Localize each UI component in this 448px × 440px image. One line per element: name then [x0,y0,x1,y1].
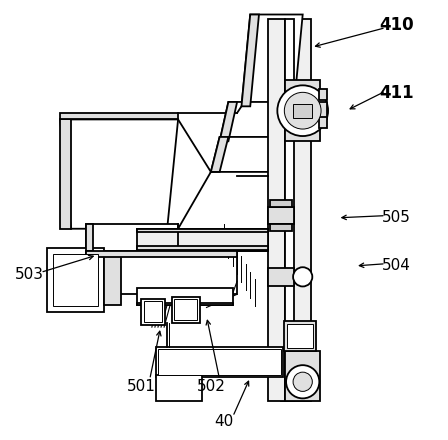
Polygon shape [220,102,289,141]
Polygon shape [86,251,237,294]
Circle shape [286,365,319,398]
Text: 504: 504 [382,258,411,273]
Polygon shape [270,200,292,207]
Polygon shape [52,254,98,306]
Polygon shape [137,229,268,232]
Polygon shape [211,137,285,172]
Polygon shape [156,347,283,378]
Polygon shape [285,80,320,141]
Polygon shape [86,224,178,255]
Circle shape [293,372,312,392]
Polygon shape [174,299,197,320]
Polygon shape [60,119,178,229]
Polygon shape [288,324,313,348]
Polygon shape [137,288,233,305]
Circle shape [284,92,321,129]
Polygon shape [104,251,121,305]
Polygon shape [293,104,312,117]
Polygon shape [285,19,294,401]
Polygon shape [220,102,237,141]
Polygon shape [86,224,93,255]
Polygon shape [281,19,311,401]
Polygon shape [241,15,259,106]
Polygon shape [141,299,165,325]
Polygon shape [268,268,294,286]
Polygon shape [143,301,162,323]
Polygon shape [137,246,268,250]
Polygon shape [241,104,294,115]
Polygon shape [137,229,268,251]
Polygon shape [319,89,327,100]
Polygon shape [86,251,93,294]
Text: 502: 502 [196,379,225,394]
Text: 505: 505 [382,210,411,225]
Polygon shape [241,15,303,106]
Circle shape [277,85,328,136]
Text: 503: 503 [15,267,44,282]
Polygon shape [211,137,228,172]
Polygon shape [47,249,104,312]
Text: 501: 501 [126,379,155,394]
Polygon shape [137,303,233,305]
Polygon shape [268,19,285,401]
Circle shape [293,267,312,286]
Polygon shape [319,117,327,128]
Polygon shape [60,119,71,229]
Polygon shape [270,224,292,231]
Polygon shape [284,321,316,351]
Polygon shape [60,113,178,119]
Polygon shape [319,102,327,119]
Text: 411: 411 [379,84,414,102]
Polygon shape [172,297,200,323]
Polygon shape [159,349,281,375]
Text: 40: 40 [215,414,233,429]
Polygon shape [268,207,294,224]
Polygon shape [86,251,237,257]
Polygon shape [285,351,320,401]
Polygon shape [156,375,202,401]
Text: 410: 410 [379,16,414,34]
